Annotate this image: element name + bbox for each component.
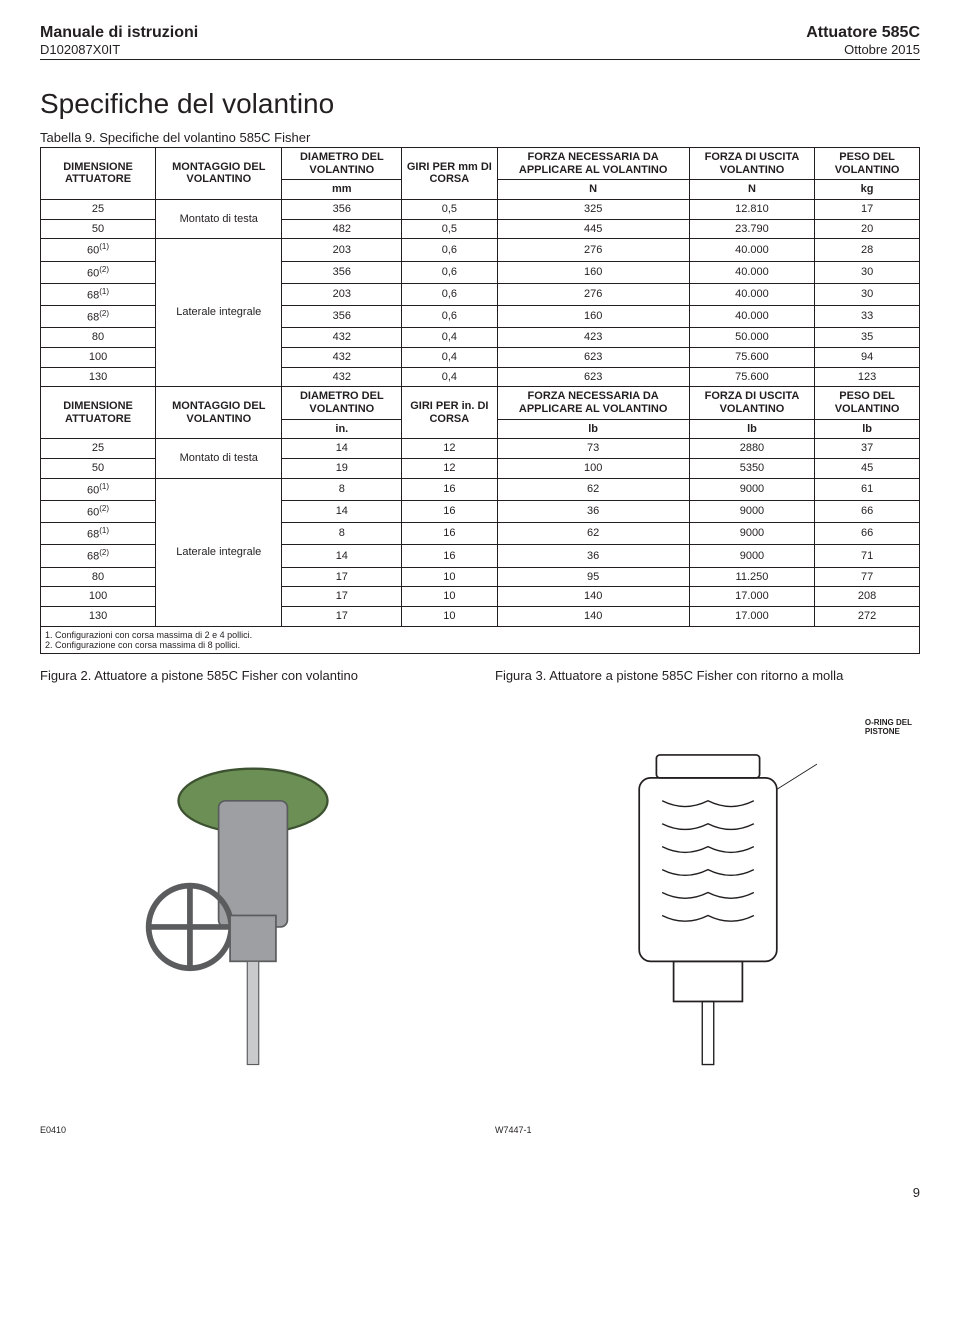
actuator-handwheel-icon [83, 732, 423, 1076]
table-row: 25 Montato di testa 141273288037 [41, 439, 920, 459]
figure-2: Figura 2. Attuatore a pistone 585C Fishe… [40, 668, 465, 1135]
spec-table: DIMENSIONE ATTUATORE MONTAGGIO DEL VOLAN… [40, 147, 920, 654]
col-peso: PESO DEL VOLANTINO [815, 148, 920, 180]
manual-title: Manuale di istruzioni [40, 24, 198, 42]
cell-dim: 60(2) [41, 261, 156, 283]
unit-lb1: lb [497, 419, 689, 439]
figure-3-caption: Figura 3. Attuatore a pistone 585C Fishe… [495, 668, 920, 683]
cell-dim: 100 [41, 587, 156, 607]
col-forza-nec: FORZA NECESSARIA DA APPLICARE AL VOLANTI… [497, 148, 689, 180]
cell-dim: 60(1) [41, 239, 156, 261]
col-diam: DIAMETRO DEL VOLANTINO [282, 387, 402, 419]
cell-dim: 68(2) [41, 545, 156, 567]
page-header: Manuale di istruzioni D102087X0IT Attuat… [40, 24, 920, 60]
figure-3-image: O-RING DEL PISTONE [495, 689, 920, 1119]
cell-dim: 80 [41, 328, 156, 348]
table-row: 25 Montato di testa 356 0,5 325 12.810 1… [41, 199, 920, 219]
col-dim: DIMENSIONE ATTUATORE [41, 148, 156, 200]
cell-dim: 68(2) [41, 306, 156, 328]
cell-dim: 130 [41, 606, 156, 626]
footnote-row: 1. Configurazioni con corsa massima di 2… [41, 626, 920, 654]
unit-in: in. [282, 419, 402, 439]
footnote-1: 1. Configurazioni con corsa massima di 2… [45, 630, 915, 640]
unit-lb2: lb [689, 419, 814, 439]
figure-2-code: E0410 [40, 1125, 465, 1135]
cell-dim: 25 [41, 199, 156, 219]
unit-n1: N [497, 180, 689, 200]
figure-3-code: W7447-1 [495, 1125, 920, 1135]
cell-dim: 68(1) [41, 523, 156, 545]
col-mount: MONTAGGIO DEL VOLANTINO [156, 148, 282, 200]
cell-mount-laterale: Laterale integrale [156, 239, 282, 387]
section-title: Specifiche del volantino [40, 88, 920, 120]
page-number: 9 [40, 1185, 920, 1200]
figure-2-image [40, 689, 465, 1119]
unit-kg: kg [815, 180, 920, 200]
cell-dim: 25 [41, 439, 156, 459]
cell-dim: 60(2) [41, 500, 156, 522]
table-header-row-imperial: DIMENSIONE ATTUATORE MONTAGGIO DEL VOLAN… [41, 387, 920, 419]
header-left: Manuale di istruzioni D102087X0IT [40, 24, 198, 57]
table-header-row: DIMENSIONE ATTUATORE MONTAGGIO DEL VOLAN… [41, 148, 920, 180]
cell-dim: 68(1) [41, 283, 156, 305]
cell-mount-testa: Montato di testa [156, 199, 282, 238]
unit-lb3: lb [815, 419, 920, 439]
col-forza-usc: FORZA DI USCITA VOLANTINO [689, 387, 814, 419]
col-dim: DIMENSIONE ATTUATORE [41, 387, 156, 439]
cell-mount-laterale: Laterale integrale [156, 478, 282, 626]
table-caption: Tabella 9. Specifiche del volantino 585C… [40, 130, 920, 145]
cell-dim: 100 [41, 348, 156, 368]
cell-dim: 130 [41, 367, 156, 387]
unit-n2: N [689, 180, 814, 200]
table-row: 60(1) Laterale integrale 81662900061 [41, 478, 920, 500]
figure-2-caption: Figura 2. Attuatore a pistone 585C Fishe… [40, 668, 465, 683]
unit-mm: mm [282, 180, 402, 200]
doc-date: Ottobre 2015 [806, 42, 920, 57]
cell-dim: 80 [41, 567, 156, 587]
cell-dim: 50 [41, 219, 156, 239]
col-forza-usc: FORZA DI USCITA VOLANTINO [689, 148, 814, 180]
col-peso: PESO DEL VOLANTINO [815, 387, 920, 419]
table-row: 60(1) Laterale integrale 203 0,6 276 40.… [41, 239, 920, 261]
doc-code: D102087X0IT [40, 42, 198, 57]
header-right: Attuatore 585C Ottobre 2015 [806, 24, 920, 57]
product-title: Attuatore 585C [806, 24, 920, 42]
col-forza-nec: FORZA NECESSARIA DA APPLICARE AL VOLANTI… [497, 387, 689, 419]
actuator-spring-return-icon [538, 732, 878, 1076]
cell-mount-testa: Montato di testa [156, 439, 282, 478]
oring-callout: O-RING DEL PISTONE [865, 719, 912, 737]
col-giri-in: GIRI PER in. DI CORSA [402, 387, 497, 439]
col-giri: GIRI PER mm DI CORSA [402, 148, 497, 200]
col-mount: MONTAGGIO DEL VOLANTINO [156, 387, 282, 439]
figures-row: Figura 2. Attuatore a pistone 585C Fishe… [40, 668, 920, 1135]
footnote-2: 2. Configurazione con corsa massima di 8… [45, 640, 915, 650]
col-diam: DIAMETRO DEL VOLANTINO [282, 148, 402, 180]
figure-3: Figura 3. Attuatore a pistone 585C Fishe… [495, 668, 920, 1135]
cell-dim: 60(1) [41, 478, 156, 500]
cell-dim: 50 [41, 458, 156, 478]
